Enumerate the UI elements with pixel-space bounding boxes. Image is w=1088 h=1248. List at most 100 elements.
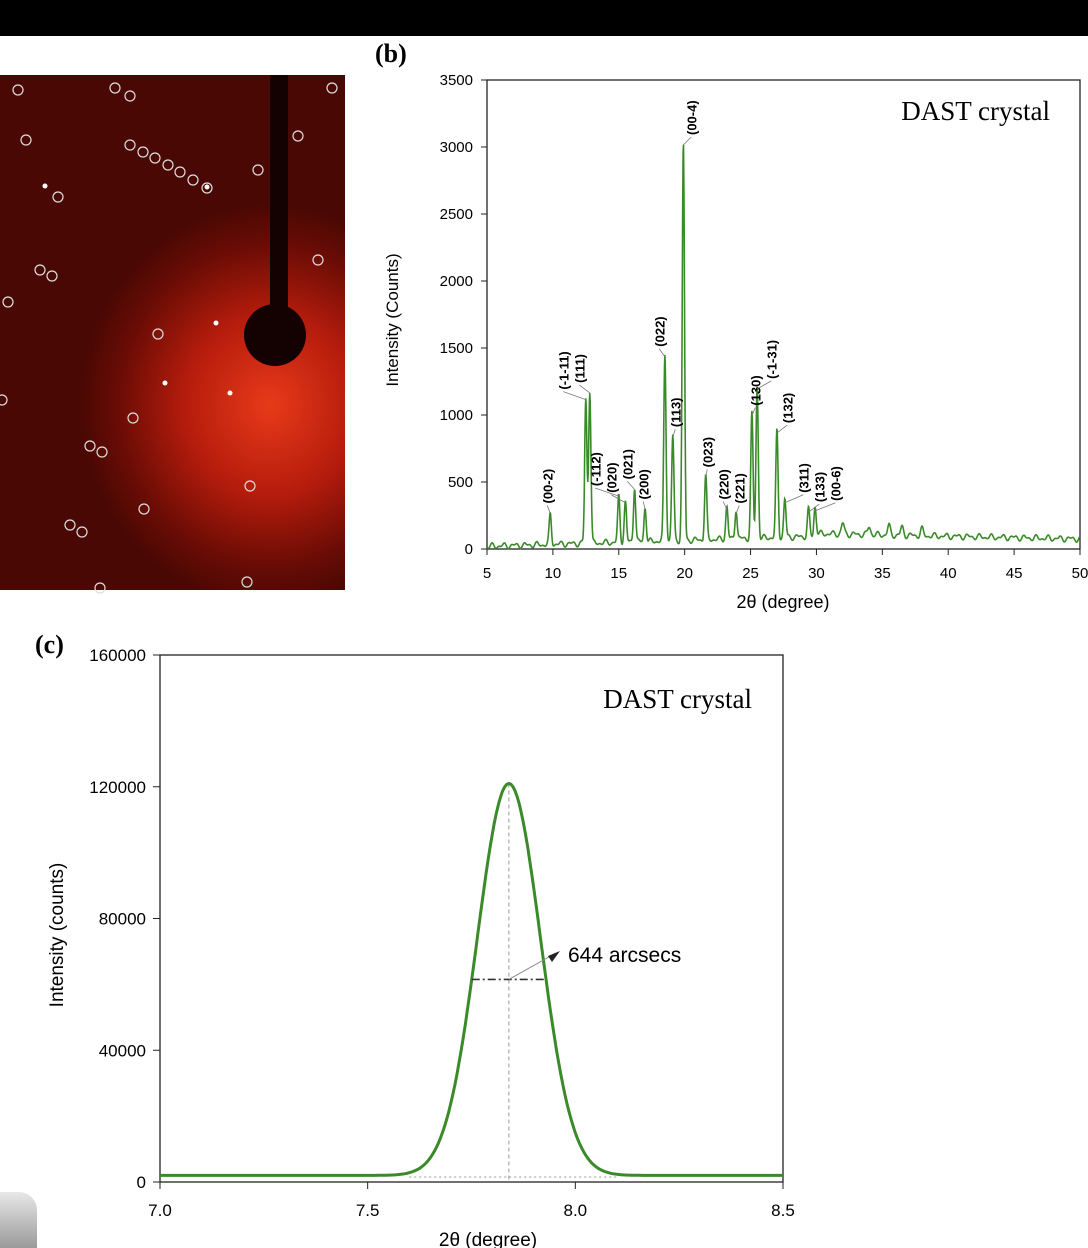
spot-marker <box>127 412 139 424</box>
x-tick-label: 15 <box>610 565 627 582</box>
y-tick-label: 1000 <box>440 407 473 424</box>
beam-stop <box>244 304 306 366</box>
panel-label-b: (b) <box>375 39 407 68</box>
rocking-curve <box>160 781 783 1177</box>
spot-marker <box>312 254 324 266</box>
spot-marker <box>109 82 121 94</box>
y-tick-label: 160000 <box>89 646 146 665</box>
spot-marker <box>149 152 161 164</box>
peak-label: (113) <box>668 397 683 427</box>
chart-annotation: DAST crystal <box>901 96 1050 126</box>
peak-label: (020) <box>604 462 619 492</box>
y-tick-label: 120000 <box>89 778 146 797</box>
peak-label-leader <box>722 501 728 510</box>
peak-label-leader <box>756 380 772 390</box>
diffraction-spots <box>0 75 338 594</box>
y-tick-label: 3000 <box>440 139 473 156</box>
x-tick-label: 8.0 <box>564 1201 588 1220</box>
peak-label: (220) <box>716 469 731 499</box>
x-tick-label: 35 <box>874 565 891 582</box>
spot-marker <box>162 159 174 171</box>
fwhm-leader <box>508 952 557 980</box>
peak-label: (022) <box>652 316 667 346</box>
peak-label: (311) <box>796 463 811 493</box>
spot-marker <box>84 440 96 452</box>
peak-label: (111) <box>572 354 587 383</box>
bright-spot <box>42 183 48 189</box>
y-tick-label: 2500 <box>440 206 473 223</box>
spot-marker <box>20 134 32 146</box>
peak-label-leader <box>683 136 692 146</box>
peak-label-leader <box>626 481 635 490</box>
y-tick-label: 2000 <box>440 273 473 290</box>
spot-marker <box>326 82 338 94</box>
x-tick-label: 7.5 <box>356 1201 380 1220</box>
x-tick-label: 5 <box>483 565 491 582</box>
spot-marker <box>124 90 136 102</box>
spot-marker <box>94 582 106 594</box>
spot-marker <box>137 146 149 158</box>
peak-label-leader <box>751 407 756 416</box>
peak-label-leader <box>705 469 708 478</box>
peak-label-leader <box>672 429 676 438</box>
y-tick-label: 0 <box>137 1173 146 1192</box>
spot-marker <box>46 270 58 282</box>
spot-marker <box>96 446 108 458</box>
spot-marker <box>12 84 24 96</box>
panel-label-c: (c) <box>35 630 64 659</box>
bright-spot <box>204 184 210 190</box>
x-tick-label: 50 <box>1072 565 1088 582</box>
plot-frame <box>159 654 784 1183</box>
peak-label-leader <box>735 505 740 514</box>
rocking-curve-chart: (c) DAST crystal 2θ (degree) Intensity (… <box>35 630 795 1248</box>
y-tick-label: 500 <box>448 474 473 491</box>
x-tick-label: 7.0 <box>148 1201 172 1220</box>
peak-label-leader <box>611 494 626 504</box>
y-tick-label: 80000 <box>99 910 146 929</box>
peak-label: (130) <box>748 375 763 405</box>
peak-label: (00-6) <box>828 466 843 501</box>
x-tick-label: 25 <box>742 565 759 582</box>
spot-marker <box>252 164 264 176</box>
peak-label-leader <box>579 384 591 394</box>
peak-label: (-1-31) <box>764 340 779 379</box>
y-tick-label: 40000 <box>99 1041 146 1060</box>
y-axis-label: Intensity (Counts) <box>383 253 402 386</box>
spot-marker <box>2 296 14 308</box>
x-axis-label: 2θ (degree) <box>736 592 829 612</box>
peak-label-leader <box>784 494 804 504</box>
beam-stop-arm <box>270 75 288 315</box>
peak-label-leader <box>563 391 586 400</box>
peak-label-leader <box>642 501 646 510</box>
fwhm-label: 644 arcsecs <box>568 944 681 967</box>
peak-label-leader <box>814 502 836 512</box>
bright-spot <box>162 380 168 386</box>
spot-marker <box>187 174 199 186</box>
bright-spot <box>227 390 233 396</box>
plot-frame <box>486 79 1081 550</box>
x-axis-label: 2θ (degree) <box>439 1230 537 1248</box>
spot-marker <box>174 166 186 178</box>
x-tick-label: 40 <box>940 565 957 582</box>
spot-marker <box>292 130 304 142</box>
peak-label: (-112) <box>588 452 603 486</box>
x-tick-label: 20 <box>676 565 693 582</box>
y-tick-label: 1500 <box>440 340 473 357</box>
peak-label: (00-4) <box>684 100 699 135</box>
peak-label: (133) <box>812 472 827 502</box>
peak-label: (00-2) <box>540 469 555 504</box>
peak-label: (023) <box>700 437 715 467</box>
overlay-button[interactable] <box>0 1192 37 1248</box>
chart-annotation: DAST crystal <box>603 684 752 714</box>
y-tick-label: 3500 <box>440 72 473 89</box>
peak-label: (200) <box>636 469 651 499</box>
spot-marker <box>76 526 88 538</box>
y-tick-label: 0 <box>465 541 473 558</box>
spot-marker <box>152 328 164 340</box>
spot-marker <box>0 394 8 406</box>
bright-spot <box>213 320 219 326</box>
peak-label-leader <box>808 503 820 513</box>
peak-label-leader <box>595 487 619 497</box>
peak-label-leader <box>776 424 788 434</box>
